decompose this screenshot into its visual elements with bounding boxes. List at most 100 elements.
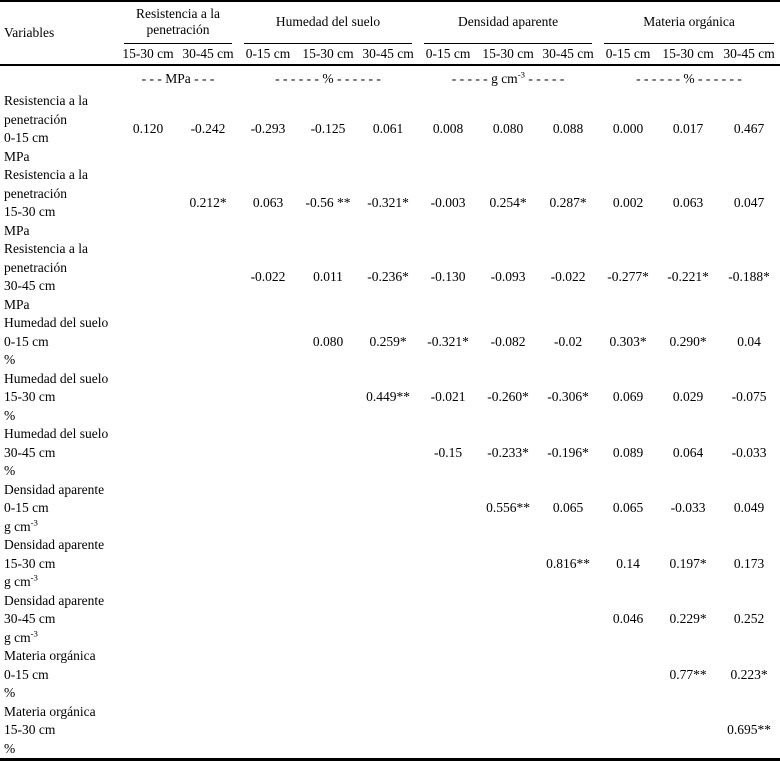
correlation-value: 0.467 [733, 121, 765, 136]
table-row: Densidad aparente 15-30 cm g cm-3 0.816** 0.… [0, 536, 780, 592]
correlation-value: 0.252 [733, 611, 765, 627]
empty-cell [118, 647, 178, 703]
row-unit-base: g cm [4, 629, 31, 645]
table-row: Resistencia a la penetración 15-30 cm MPa 0.… [0, 166, 780, 240]
unit-label: g cm [491, 71, 518, 86]
unit-superscript: -3 [517, 69, 525, 80]
unit-dashes: - - - - - - [694, 71, 742, 86]
depth-column-header: 15-30 cm [478, 44, 539, 66]
depth-column-header: 0-15 cm [418, 44, 479, 66]
correlation-value: -0.003 [430, 195, 466, 210]
row-label-line: Humedad del suelo [4, 370, 109, 386]
row-label: Resistencia a la penetración 0-15 cm MPa [0, 92, 118, 166]
empty-cell [178, 314, 238, 370]
correlation-value: 0.080 [312, 333, 344, 349]
row-unit-base: MPa [4, 222, 30, 238]
depth-column-header: 0-15 cm [238, 44, 298, 66]
units-row-empty-cell [0, 65, 118, 92]
empty-cell [178, 481, 238, 537]
empty-cell [238, 481, 298, 537]
correlation-value: 0.049 [733, 500, 765, 516]
unit-dashes: - - - - - - [275, 71, 323, 86]
correlation-value: -0.196* [547, 444, 589, 460]
empty-cell [418, 703, 478, 760]
row-unit-base: % [4, 463, 16, 478]
correlation-value: 0.063 [672, 195, 704, 210]
table-row: Humedad del suelo 30-45 cm% -0.15 -0.233* -0… [0, 425, 780, 481]
correlation-value: -0.260* [487, 389, 529, 405]
unit-label: MPa [165, 71, 191, 86]
table-row: Materia orgánica 0-15 cm% 0.77** 0.223* [0, 647, 780, 703]
empty-cell [358, 536, 418, 592]
row-unit: MPa [4, 296, 118, 315]
correlation-value: 0.04 [737, 333, 761, 349]
correlation-value: 0.287* [549, 195, 587, 210]
correlation-value: 0.14 [616, 555, 640, 571]
row-label-line: 0-15 cm [4, 130, 49, 145]
empty-cell [178, 703, 238, 760]
row-label-line: 30-45 cm [4, 611, 56, 626]
empty-cell [418, 536, 478, 592]
empty-cell [118, 240, 178, 314]
variables-column-header: Variables [0, 1, 118, 66]
row-label: Materia orgánica 0-15 cm% [0, 647, 118, 703]
row-label-line: Materia orgánica [4, 703, 96, 719]
correlation-value: -0.130 [430, 269, 466, 284]
empty-cell [178, 536, 238, 592]
unit-cell-gcm3: - - - - - g cm-3 - - - - - [418, 65, 598, 92]
depth-column-header: 30-45 cm [718, 44, 780, 66]
correlation-value: -0.221* [667, 269, 709, 284]
row-label: Humedad del suelo 15-30 cm% [0, 370, 118, 426]
row-unit: MPa [4, 222, 118, 241]
depth-column-header: 30-45 cm [178, 44, 238, 66]
row-label-line: Resistencia a la [4, 93, 88, 108]
empty-cell [238, 536, 298, 592]
row-unit-base: % [4, 407, 16, 423]
empty-cell [118, 592, 178, 648]
units-row: - - - MPa - - - - - - - - - % - - - - - … [0, 65, 780, 92]
empty-cell [418, 647, 478, 703]
row-label-line: 30-45 cm [4, 278, 56, 293]
empty-cell [298, 703, 358, 760]
correlation-value: -0.093 [490, 269, 526, 284]
empty-cell [118, 314, 178, 370]
empty-cell [118, 703, 178, 760]
empty-cell [178, 370, 238, 426]
row-label-line: 30-45 cm [4, 444, 56, 460]
row-unit-superscript: -3 [30, 572, 38, 583]
unit-dashes: - - - - - [451, 71, 492, 86]
row-unit-base: MPa [4, 296, 30, 312]
row-unit: g cm-3 [4, 573, 118, 592]
table-row: Humedad del suelo 0-15 cm% 0.080 0.259* -0.3… [0, 314, 780, 370]
row-label-line: 15-30 cm [4, 204, 56, 219]
empty-cell [178, 240, 238, 314]
row-label-line: 0-15 cm [4, 333, 49, 349]
group-header-densidad: Densidad aparente [418, 1, 598, 44]
correlation-value: 0.080 [492, 121, 524, 136]
group-header-densidad-label: Densidad aparente [424, 2, 593, 44]
table-row: Materia orgánica 15-30 cm% 0.695** [0, 703, 780, 760]
correlation-value: -0.022 [550, 269, 586, 284]
row-label: Humedad del suelo 30-45 cm% [0, 425, 118, 481]
group-header-row: Variables Resistencia a la penetración H… [0, 1, 780, 66]
correlation-value: 0.046 [612, 611, 644, 627]
row-label-line: penetración [4, 259, 67, 275]
row-unit: % [4, 684, 118, 703]
correlation-value: 0.069 [612, 389, 644, 405]
correlation-value: 0.77** [669, 666, 707, 682]
correlation-value: 0.223* [730, 666, 768, 682]
row-label: Resistencia a la penetración 30-45 cm MPa [0, 240, 118, 314]
empty-cell [478, 703, 538, 760]
row-unit: % [4, 351, 118, 370]
correlation-value: 0.029 [672, 389, 704, 405]
correlation-value: 0.212* [189, 195, 227, 210]
correlation-value: -0.021 [430, 389, 466, 405]
correlation-value: -0.033 [731, 444, 767, 460]
empty-cell [238, 703, 298, 760]
row-unit-base: % [4, 352, 16, 367]
row-unit-base: % [4, 685, 16, 700]
empty-cell [538, 703, 598, 760]
row-label-line: 15-30 cm [4, 389, 56, 404]
correlation-value: -0.277* [607, 269, 649, 284]
correlation-value: -0.125 [310, 121, 346, 136]
